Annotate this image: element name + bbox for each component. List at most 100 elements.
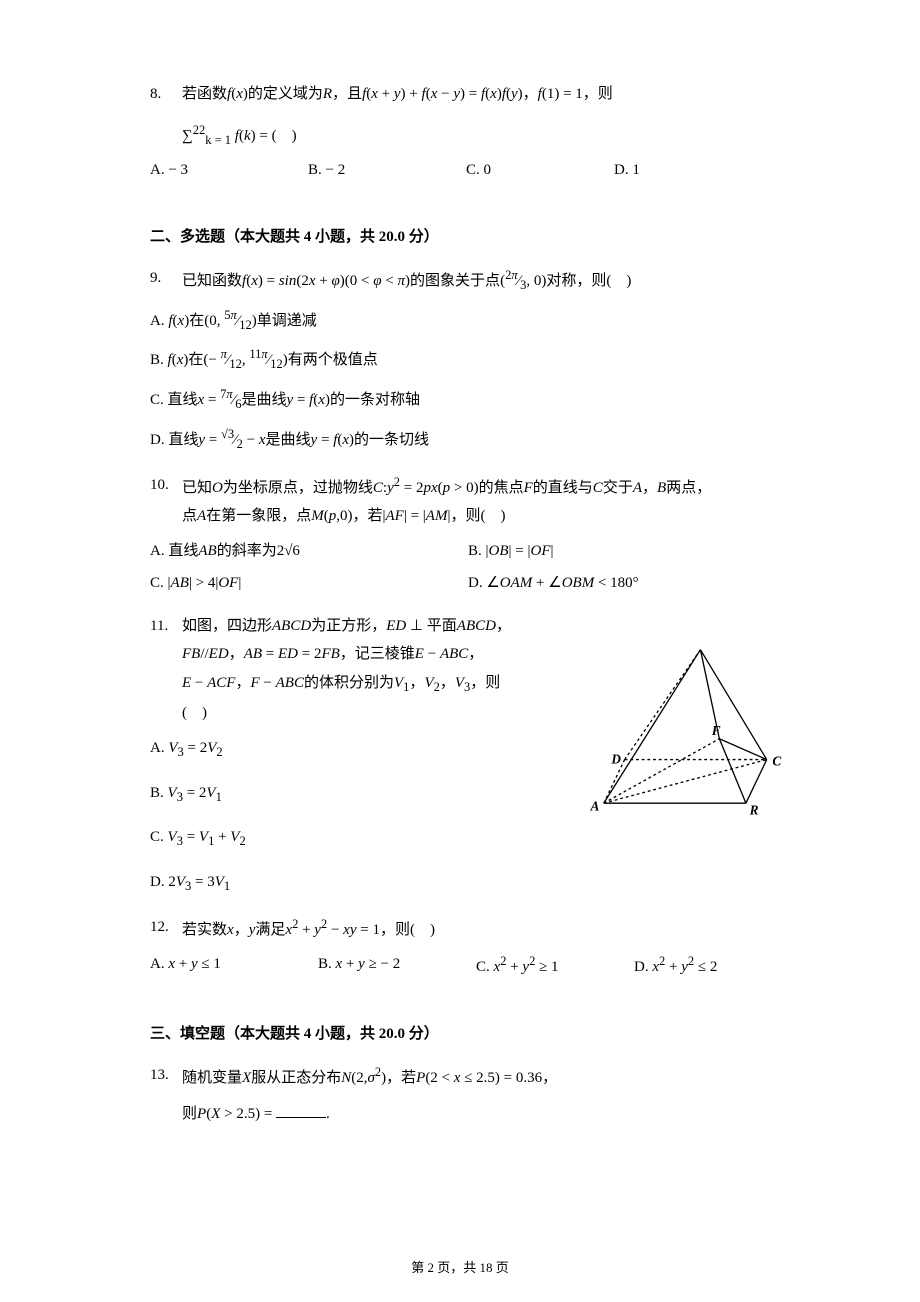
q10-text: 直线 <box>168 543 198 559</box>
q12-text: ， <box>234 922 249 938</box>
q11-text: 平面 <box>427 618 457 634</box>
question-12: 12. 若实数x，y满足x2 + y2 − xy = 1，则( ) A. x +… <box>150 913 770 982</box>
q13-text: 随机变量 <box>182 1070 242 1086</box>
q10-text: ，若 <box>352 508 382 524</box>
q8-text: ， <box>523 86 538 102</box>
q9-text: 是曲线 <box>241 392 286 408</box>
svg-text:R: R <box>749 803 759 818</box>
q9-C-label: C. <box>150 392 164 408</box>
q9-text: 的一条切线 <box>354 432 429 448</box>
q11-text: ，则 <box>470 675 500 691</box>
page-footer: 第 2 页，共 18 页 <box>0 1257 920 1276</box>
q11-text: 的体积分别为 <box>304 675 394 691</box>
q10-text: 已知 <box>182 480 212 496</box>
q11-stem: 如图，四边形ABCD为正方形，ED ⊥ 平面ABCD， <box>182 612 522 641</box>
q10-text: 点 <box>182 508 197 524</box>
q8-A-value: − 3 <box>168 162 188 178</box>
q11-text: ， <box>409 675 424 691</box>
q13-line2: 则P(X > 2.5) = . <box>182 1100 770 1129</box>
q8-text: ，且 <box>332 86 362 102</box>
q8-number: 8. <box>150 80 182 109</box>
q12-stem: 若实数x，y满足x2 + y2 − xy = 1，则( ) <box>182 913 770 945</box>
q9-B-label: B. <box>150 352 168 368</box>
q13-text: ，若 <box>386 1070 416 1086</box>
svg-text:D: D <box>610 751 621 766</box>
q12-text: ，则( ) <box>380 922 435 938</box>
svg-text:A: A <box>590 799 600 814</box>
q10-A-label: A. <box>150 543 165 559</box>
q9-text: 有两个极值点 <box>288 352 378 368</box>
section-3-heading: 三、填空题（本大题共 4 小题，共 20.0 分） <box>150 1022 770 1043</box>
question-9: 9. 已知函数f(x) = sin(2x + φ)(0 < φ < π)的图象关… <box>150 264 770 457</box>
q9-text: 直线 <box>168 392 198 408</box>
q10-D-label: D. <box>468 575 483 591</box>
q11-text: ， <box>440 675 455 691</box>
q9-D-label: D. <box>150 432 165 448</box>
q9-text: 是曲线 <box>266 432 311 448</box>
q10-B-label: B. <box>468 543 482 559</box>
q9-text: 单调递减 <box>257 313 317 329</box>
footer-text: 第 <box>411 1260 427 1275</box>
svg-text:C: C <box>772 753 781 768</box>
q8-stem: 若函数f(x)的定义域为R，且f(x + y) + f(x − y) = f(x… <box>182 80 770 109</box>
q11-B-label: B. <box>150 785 164 801</box>
q9-A-label: A. <box>150 313 168 329</box>
q9-options: A. f(x)在(0, 5π⁄12)单调递减 B. f(x)在(− π⁄12, … <box>150 304 770 457</box>
q9-text: 的一条对称轴 <box>330 392 420 408</box>
q9-stem: 已知函数f(x) = sin(2x + φ)(0 < φ < π)的图象关于点(… <box>182 264 770 298</box>
q8-D-label: D. <box>614 162 629 178</box>
q10-options-row2: C. |AB| > 4|OF| D. ∠OAM + ∠OBM < 180° <box>150 569 770 598</box>
q11-text: 如图，四边形 <box>182 618 272 634</box>
q13-number: 13. <box>150 1061 182 1093</box>
svg-text:F: F <box>711 723 721 738</box>
q8-text: 若函数 <box>182 86 227 102</box>
q12-B-label: B. <box>318 956 332 972</box>
q13-text: ， <box>542 1070 557 1086</box>
question-13: 13. 随机变量X服从正态分布N(2,σ2)，若P(2 < x ≤ 2.5) =… <box>150 1061 770 1129</box>
q8-sum-upper: 22 <box>193 123 206 137</box>
q12-C-label: C. <box>476 959 490 975</box>
q11-text: ， <box>468 646 483 662</box>
q12-A-label: A. <box>150 956 165 972</box>
q9-text: 直线 <box>168 432 198 448</box>
section-2-heading: 二、多选题（本大题共 4 小题，共 20.0 分） <box>150 225 770 246</box>
q13-text: . <box>326 1106 330 1122</box>
q10-text: ，则( ) <box>450 508 505 524</box>
q11-text: ， <box>496 618 511 634</box>
question-8: 8. 若函数f(x)的定义域为R，且f(x + y) + f(x − y) = … <box>150 80 770 185</box>
geometry-svg: E D A C R F <box>590 644 790 824</box>
q11-line2: FB//ED，AB = ED = 2FB，记三棱锥E − ABC， <box>182 640 542 669</box>
svg-text:E: E <box>703 644 713 647</box>
q10-text: 的直线与 <box>533 480 593 496</box>
q10-line2: 点A在第一象限，点M(p,0)，若|AF| = |AM|，则( ) <box>182 502 770 531</box>
q8-A-label: A. <box>150 162 165 178</box>
q8-text: ，则 <box>583 86 613 102</box>
q10-text: 的焦点 <box>479 480 524 496</box>
footer-total: 18 <box>480 1260 493 1275</box>
q9-text: 在 <box>189 313 204 329</box>
q8-text: = ( ) <box>256 128 297 144</box>
q11-line3: E − ACF，F − ABC的体积分别为V1，V2，V3，则 <box>182 669 542 700</box>
q8-C-value: 0 <box>484 162 492 178</box>
q8-line2: ∑22k = 1 f(k) = ( ) <box>182 119 770 153</box>
q13-text: 服从正态分布 <box>251 1070 341 1086</box>
footer-text: 页 <box>493 1260 509 1275</box>
q9-text: 对称，则( ) <box>546 273 631 289</box>
q11-C-label: C. <box>150 829 164 845</box>
q10-C-label: C. <box>150 575 164 591</box>
q12-text: 满足 <box>255 922 285 938</box>
q12-number: 12. <box>150 913 182 945</box>
q10-text: 交于 <box>603 480 633 496</box>
q8-sum-lower: k = 1 <box>205 133 231 147</box>
q11-D-label: D. <box>150 874 165 890</box>
q11-figure: E D A C R F <box>590 644 790 824</box>
q12-text: 若实数 <box>182 922 227 938</box>
q10-text: 两点， <box>666 480 711 496</box>
q9-text: 已知函数 <box>182 273 242 289</box>
q8-options: A. − 3 B. − 2 C. 0 D. 1 <box>150 156 770 185</box>
blank-fill <box>276 1117 326 1118</box>
q10-number: 10. <box>150 471 182 503</box>
q9-number: 9. <box>150 264 182 298</box>
q10-text: ， <box>642 480 657 496</box>
q11-text: 为正方形， <box>311 618 386 634</box>
